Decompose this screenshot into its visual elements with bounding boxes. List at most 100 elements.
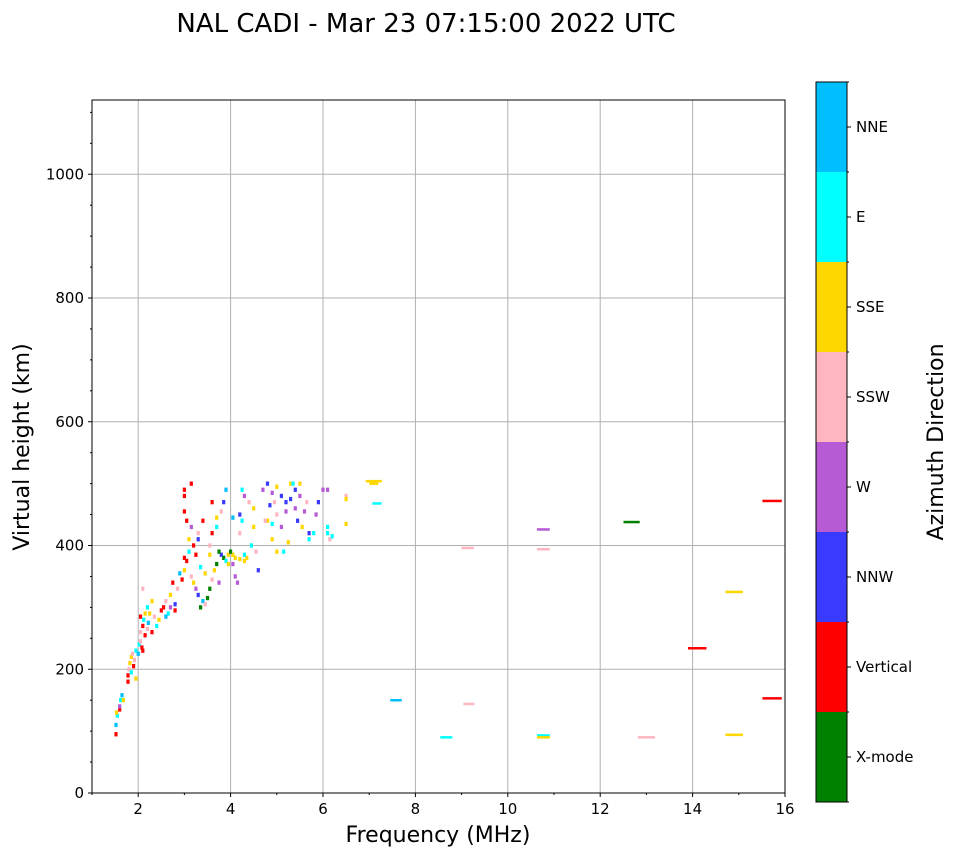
data-point-ssw <box>210 577 214 582</box>
data-point-e <box>291 481 295 486</box>
data-point-w <box>118 704 122 709</box>
data-point-ssw <box>203 602 207 607</box>
data-point-e <box>145 605 149 610</box>
colorbar-tick-label: SSW <box>856 388 890 406</box>
data-point-vertical <box>141 648 145 653</box>
data-point-nnw <box>296 518 300 523</box>
data-point-nne <box>120 693 124 698</box>
data-point-sse <box>187 537 191 542</box>
data-point-nnw <box>279 493 283 499</box>
data-point-vertical <box>114 732 118 737</box>
colorbar-label: Azimuth Direction <box>924 343 949 540</box>
data-point-vertical <box>159 608 163 613</box>
data-point-nnw <box>256 568 260 573</box>
data-point-e <box>440 736 453 739</box>
data-point-e <box>155 623 159 629</box>
data-point-nnw <box>293 487 297 492</box>
data-point-ssw <box>164 599 168 604</box>
data-point-sse <box>286 540 290 545</box>
data-point-sse <box>148 611 152 616</box>
data-point-e <box>326 531 330 536</box>
data-point-e <box>129 670 133 675</box>
data-point-vertical <box>141 623 145 629</box>
data-points <box>114 479 782 739</box>
data-point-sse <box>128 660 132 666</box>
data-point-ssw <box>536 548 550 551</box>
data-point-sse <box>245 555 249 560</box>
colorbar-tick-label: W <box>856 478 871 496</box>
data-point-w <box>270 490 274 495</box>
data-point-vertical <box>140 645 144 650</box>
data-point-sse <box>289 481 293 486</box>
data-point-e <box>536 734 550 737</box>
data-point-vertical <box>194 552 198 557</box>
data-point-x-mode <box>205 595 210 601</box>
data-point-nne <box>146 620 150 625</box>
colorbar-segment-ssw <box>816 352 847 442</box>
data-point-w <box>326 487 330 492</box>
data-point-sse <box>300 524 304 530</box>
data-point-ssw <box>141 586 145 591</box>
data-point-nnw <box>173 602 177 607</box>
data-point-e <box>326 524 330 530</box>
data-point-e <box>215 524 219 530</box>
data-point-w <box>261 487 265 492</box>
data-point-e <box>312 531 316 536</box>
data-point-sse <box>298 481 302 486</box>
data-point-e <box>240 487 244 492</box>
data-point-w <box>242 493 246 499</box>
x-axis-label: Frequency (MHz) <box>346 823 531 848</box>
data-point-vertical <box>192 543 196 548</box>
data-point-vertical <box>201 518 205 523</box>
data-point-w <box>168 605 173 610</box>
data-point-ssw <box>275 512 279 517</box>
data-point-w <box>231 561 235 567</box>
x-tick-label: 6 <box>318 800 328 818</box>
data-point-sse <box>344 521 348 526</box>
data-point-w <box>235 580 240 585</box>
y-tick-label: 0 <box>74 784 84 802</box>
data-point-ssw <box>247 500 251 505</box>
data-point-ssw <box>463 702 475 706</box>
data-point-nnw <box>219 552 223 557</box>
data-point-sse <box>129 654 133 659</box>
plot-frame <box>91 99 786 794</box>
data-point-sse <box>369 482 379 485</box>
colorbar-segment-sse <box>816 262 847 352</box>
data-point-sse <box>725 733 743 737</box>
data-point-e <box>199 565 203 570</box>
data-point-vertical <box>126 673 130 678</box>
colorbar-frame <box>815 81 848 803</box>
data-point-vertical <box>132 664 136 669</box>
data-point-w <box>298 493 302 499</box>
y-tick-label: 400 <box>55 537 84 555</box>
y-tick-label: 200 <box>55 660 84 678</box>
data-point-nne <box>178 571 182 576</box>
y-tick-label: 600 <box>55 413 84 431</box>
data-point-x-mode <box>215 561 219 567</box>
data-point-ssw <box>152 614 156 619</box>
data-point-w <box>293 506 297 511</box>
data-point-e <box>282 549 286 554</box>
data-point-vertical <box>162 605 166 610</box>
data-point-nnw <box>289 496 293 502</box>
data-point-ssw <box>132 657 137 663</box>
data-point-sse <box>231 552 235 557</box>
data-point-sse <box>157 617 161 622</box>
data-point-sse <box>134 676 138 681</box>
data-point-nne <box>201 599 205 604</box>
data-point-ssw <box>272 500 277 505</box>
data-point-e <box>142 617 146 622</box>
data-point-vertical <box>173 608 177 613</box>
data-point-nne <box>390 699 402 702</box>
data-point-sse <box>252 524 256 530</box>
data-point-sse <box>725 590 743 594</box>
data-point-w <box>189 524 193 530</box>
data-point-sse <box>270 537 274 542</box>
data-point-x-mode <box>623 520 640 524</box>
data-point-sse <box>265 518 270 523</box>
grid-lines <box>92 100 786 794</box>
data-point-vertical <box>182 555 186 560</box>
data-point-w <box>194 586 198 591</box>
data-point-sse <box>238 556 242 562</box>
